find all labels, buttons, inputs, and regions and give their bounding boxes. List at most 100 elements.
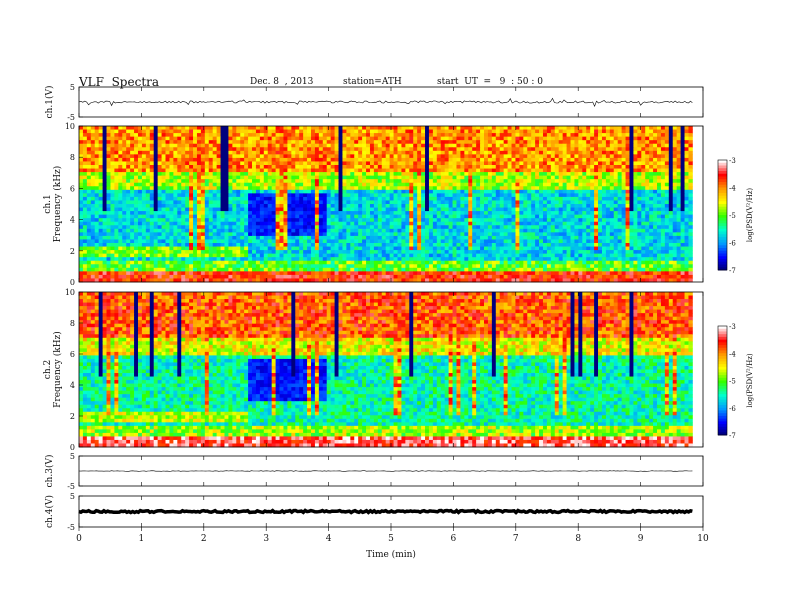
spectrogram-cell [149, 193, 155, 198]
spectrogram-cell [480, 225, 485, 230]
spectrogram-cell [279, 175, 284, 180]
spectrogram-cell [94, 154, 100, 159]
spectrogram-cell [440, 172, 446, 177]
spectrogram-cell [346, 207, 351, 212]
spectrogram-cell [558, 200, 564, 205]
spectrogram-cell [161, 140, 166, 145]
spectrogram-cell [307, 154, 312, 159]
spectrogram-cell [472, 182, 477, 187]
spectrogram-cell [252, 168, 257, 173]
spectrogram-cell [141, 221, 147, 226]
spectrogram-cell [79, 232, 84, 237]
spectrogram-cell [409, 189, 414, 194]
spectrogram-cell [633, 165, 638, 169]
spectrogram-cell [204, 207, 210, 212]
spectrogram-cell [480, 214, 485, 219]
spectrogram-cell [350, 129, 355, 134]
spectrogram-cell [141, 175, 147, 180]
spectrogram-cell [252, 165, 257, 169]
spectrogram-cell [684, 140, 689, 145]
spectrogram-cell [405, 179, 410, 184]
spectrogram-cell [452, 211, 457, 216]
spectrogram-cell [240, 182, 245, 187]
spectrogram-cell [582, 161, 587, 166]
spectrogram-cell [641, 193, 646, 198]
spectrogram-cell [641, 154, 646, 159]
spectrogram-cell [267, 133, 273, 138]
spectrogram-cell [539, 225, 544, 230]
spectrogram-cell [255, 161, 261, 166]
spectrogram-cell [252, 214, 257, 219]
spectrogram-cell [220, 168, 225, 173]
spectrogram-cell [578, 175, 583, 180]
spectrogram-cell [275, 168, 280, 173]
spectrogram-cell [220, 193, 225, 198]
spectrogram-cell [625, 179, 630, 184]
spectrogram-cell [342, 189, 347, 194]
spectrogram-cell [279, 172, 284, 177]
spectrogram-cell [369, 186, 375, 191]
spectrogram-cell [688, 140, 693, 145]
spectrogram-cell [126, 218, 131, 223]
spectrogram-cell [641, 143, 646, 148]
spectrogram-cell [267, 218, 273, 223]
spectrogram-cell [122, 140, 127, 145]
spectrogram-cell [224, 136, 229, 141]
spectrogram-cell [354, 126, 359, 130]
spectrogram-cell [240, 232, 245, 237]
spectrogram-cell [177, 214, 182, 219]
spectrogram-cell [688, 200, 693, 205]
spectrogram-cell [267, 207, 273, 212]
spectrogram-cell [409, 218, 414, 223]
spectrogram-cell [385, 232, 391, 237]
spectrogram-cell [307, 218, 312, 223]
spectrogram-cell [660, 172, 666, 177]
spectrogram-cell [86, 200, 92, 205]
spectrogram-cell [542, 200, 548, 205]
spectrogram-cell [633, 221, 638, 226]
spectrogram-cell [542, 235, 548, 240]
spectrogram-cell [318, 168, 324, 173]
spectrogram-cell [590, 126, 595, 130]
spectrogram-cell [460, 161, 465, 166]
spectrogram-cell [102, 143, 107, 148]
spectrogram-cell [204, 133, 210, 138]
spectrogram-cell [263, 204, 269, 208]
spectrogram-cell [130, 207, 135, 212]
spectrogram-cell [342, 186, 347, 191]
spectrogram-cell [519, 154, 524, 159]
spectrogram-cell [82, 204, 88, 208]
spectrogram-cell [641, 136, 646, 141]
spectrogram-cell [310, 189, 316, 194]
spectrogram-cell [519, 126, 524, 130]
spectrogram-cell [204, 232, 210, 237]
spectrogram-cell [330, 200, 335, 205]
spectrogram-cell [377, 143, 383, 148]
spectrogram-cell [401, 168, 406, 173]
spectrogram-cell [177, 150, 182, 155]
spectrogram-cell [98, 196, 103, 201]
spectrogram-cell [377, 140, 383, 145]
spectrogram-cell [421, 196, 426, 201]
spectrogram-cell [373, 186, 379, 191]
spectrogram-cell [480, 129, 485, 134]
spectrogram-cell [362, 147, 367, 152]
spectrogram-cell [106, 211, 111, 216]
spectrogram-cell [307, 211, 312, 216]
spectrogram-cell [484, 193, 489, 198]
spectrogram-cell [531, 182, 536, 187]
spectrogram-cell [232, 147, 237, 152]
spectrogram-cell [255, 133, 261, 138]
spectrogram-cell [189, 165, 194, 169]
spectrogram-cell [377, 196, 383, 201]
spectrogram-cell [432, 218, 438, 223]
spectrogram-cell [519, 189, 524, 194]
spectrogram-cell [539, 150, 544, 155]
spectrogram-cell [346, 143, 351, 148]
spectrogram-cell [161, 207, 166, 212]
spectrogram-cell [330, 186, 335, 191]
spectrogram-cell [570, 204, 575, 208]
spectrogram-cell [480, 193, 485, 198]
spectrogram-cell [169, 228, 174, 233]
